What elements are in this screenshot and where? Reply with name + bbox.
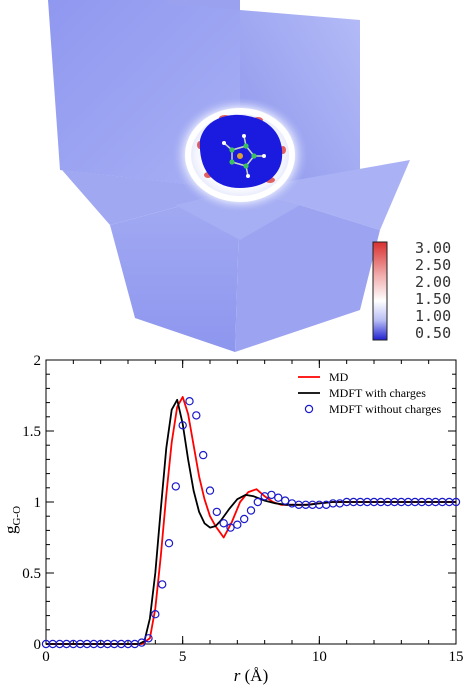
x-axis-title: r (Å) [234, 666, 268, 685]
series-point-mdft-without-charges [233, 520, 242, 529]
series-point-mdft-without-charges [205, 486, 215, 495]
series-point-mdft-without-charges [185, 397, 194, 406]
series-point-mdft-without-charges [281, 496, 290, 505]
x-axis-title-unit: (Å) [240, 666, 268, 685]
x-tick-label: 5 [179, 649, 187, 665]
plane-bottom-left [110, 190, 240, 352]
y-axis-title: gG-O [1, 506, 23, 534]
series-point-mdft-without-charges [164, 538, 174, 548]
series-point-mdft-without-charges [328, 499, 338, 508]
series-point-mdft-without-charges [287, 499, 297, 508]
colorbar-label-1.50: 1.50 [415, 290, 451, 308]
colorbar-label-0.50: 0.50 [415, 324, 451, 342]
y-tick-label: 2 [34, 353, 42, 369]
colorbar-label-2.50: 2.50 [415, 256, 451, 274]
series-point-mdft-without-charges [239, 514, 249, 524]
legend-label-mdft-without-charges: MDFT without charges [329, 402, 442, 416]
depletion-core [199, 114, 283, 188]
series-point-mdft-without-charges [451, 497, 461, 507]
series-point-mdft-without-charges [198, 450, 208, 460]
colorbar-gradient [372, 241, 388, 341]
series-point-mdft-without-charges [219, 519, 228, 528]
legend-swatch-mdft-without-charges [304, 404, 314, 414]
density-scene-svg: 3.00 2.50 2.00 1.50 1.00 0.50 [48, 0, 451, 352]
series-line-mdft-with-charges [46, 398, 456, 645]
colorbar: 3.00 2.50 2.00 1.50 1.00 0.50 [372, 239, 451, 342]
legend: MD MDFT with charges MDFT without charges [298, 370, 442, 416]
series-point-mdft-without-charges [335, 499, 344, 508]
y-tick-label: 0 [34, 637, 42, 653]
y-tick-label: 1.5 [22, 424, 41, 440]
rdf-chart-svg: 0 5 10 15 0 0.5 1 1.5 2 MD MDFT with charges MDFT … [1, 353, 464, 685]
y-axis-title-sub: G-O [11, 506, 23, 526]
series-point-mdft-without-charges [157, 580, 167, 589]
series-point-mdft-without-charges [226, 523, 235, 532]
series-point-mdft-without-charges [274, 493, 283, 502]
colorbar-label-3.00: 3.00 [415, 239, 451, 257]
series-point-mdft-without-charges [315, 500, 324, 509]
colorbar-label-1.00: 1.00 [415, 307, 451, 325]
plane-bottom-right [235, 190, 380, 352]
colorbar-label-2.00: 2.00 [415, 273, 451, 291]
plane-top-strip [168, 0, 240, 10]
series-point-mdft-without-charges [151, 610, 160, 619]
x-tick-label: 10 [312, 649, 327, 665]
series-point-mdft-without-charges [267, 490, 276, 500]
y-tick-label: 0.5 [22, 566, 41, 582]
series-point-mdft-without-charges [253, 497, 262, 507]
density-3d-scene: 3.00 2.50 2.00 1.50 1.00 0.50 [48, 0, 451, 352]
x-axis-title-var: r [234, 666, 241, 685]
series-point-mdft-without-charges [171, 482, 180, 491]
plane-right-wing [240, 160, 410, 230]
legend-label-md: MD [329, 370, 349, 384]
series-point-mdft-without-charges [137, 638, 146, 647]
series-point-mdft-without-charges [144, 634, 153, 643]
x-tick-label: 0 [42, 649, 50, 665]
shell-ring [185, 108, 295, 202]
y-axis-title-main: g [1, 525, 20, 534]
series-point-mdft-without-charges [192, 411, 201, 420]
y-tick-label: 1 [34, 495, 42, 511]
series-line-md [46, 396, 456, 645]
series-layer [41, 396, 461, 649]
series-point-mdft-without-charges [246, 506, 256, 515]
rdf-chart: 0 5 10 15 0 0.5 1 1.5 2 MD MDFT with charges MDFT … [0, 350, 464, 687]
x-tick-label: 15 [449, 649, 464, 665]
legend-label-mdft-with-charges: MDFT with charges [329, 386, 426, 400]
series-point-mdft-without-charges [178, 421, 187, 430]
molecule-icon [222, 134, 266, 178]
series-point-mdft-without-charges [212, 507, 221, 517]
plane-left-wing [62, 170, 240, 225]
